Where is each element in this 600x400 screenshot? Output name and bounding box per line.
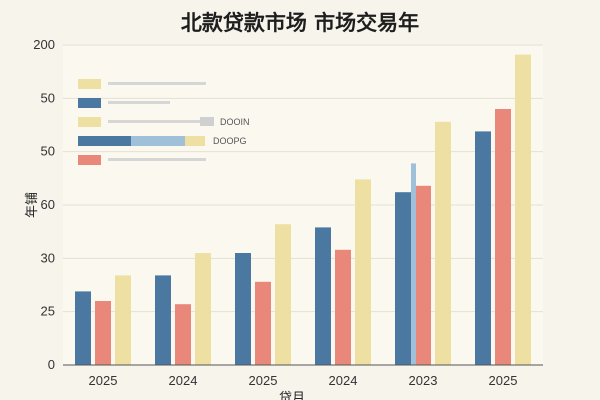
y-tick-label: 50 — [41, 144, 55, 159]
bar — [155, 275, 171, 365]
bar — [415, 185, 431, 365]
legend-label: DOOIN — [220, 117, 250, 127]
bars — [75, 54, 531, 365]
bar — [335, 249, 351, 365]
y-tick-label: 60 — [41, 197, 55, 212]
bar — [435, 121, 451, 365]
x-tick-label: 2024 — [169, 373, 198, 388]
bar — [255, 281, 271, 365]
legend-swatch — [78, 98, 101, 108]
legend-label: DOOPG — [213, 136, 247, 146]
y-tick-label: 25 — [41, 304, 55, 319]
x-tick-label: 2025 — [489, 373, 518, 388]
legend-swatch — [78, 79, 101, 89]
legend-line — [108, 158, 206, 161]
legend-swatch-segment — [185, 136, 205, 146]
y-axis-label: 年铺 — [25, 192, 40, 218]
legend: DOOIN DOOPG — [78, 79, 250, 165]
x-axis-label: 贷月 — [279, 391, 305, 400]
bar — [315, 227, 331, 365]
bar — [355, 179, 371, 365]
bar — [395, 192, 411, 365]
legend-swatch — [78, 155, 101, 165]
legend-line — [108, 82, 206, 85]
y-tick-label: 50 — [41, 90, 55, 105]
legend-swatch — [78, 136, 101, 146]
y-tick-label: 0 — [48, 357, 55, 372]
x-tick-label: 2025 — [89, 373, 118, 388]
bar — [235, 253, 251, 365]
bar — [275, 224, 291, 365]
bar — [95, 301, 111, 365]
legend-line — [108, 120, 206, 123]
chart-title: 北款贷款市场 市场交易年 — [181, 11, 419, 35]
y-tick-label: 200 — [33, 37, 55, 52]
x-axis-ticks: 2025 2024 2025 2024 2023 2025 — [89, 373, 518, 388]
bar — [495, 109, 511, 365]
bar — [175, 304, 191, 365]
bar — [515, 54, 531, 365]
bar — [75, 291, 91, 365]
legend-swatch-segment — [101, 136, 131, 146]
bar — [475, 131, 491, 365]
y-tick-label: 30 — [41, 250, 55, 265]
legend-swatch — [78, 117, 101, 127]
y-axis-ticks: 0 25 30 60 50 50 200 — [33, 37, 55, 372]
bar — [115, 275, 131, 365]
bar — [195, 253, 211, 365]
legend-line — [108, 101, 170, 104]
legend-swatch-segment — [131, 136, 185, 146]
x-tick-label: 2025 — [249, 373, 278, 388]
x-tick-label: 2023 — [409, 373, 438, 388]
legend-extra-swatch — [200, 117, 214, 126]
bar-overlay — [411, 163, 416, 365]
x-tick-label: 2024 — [329, 373, 358, 388]
